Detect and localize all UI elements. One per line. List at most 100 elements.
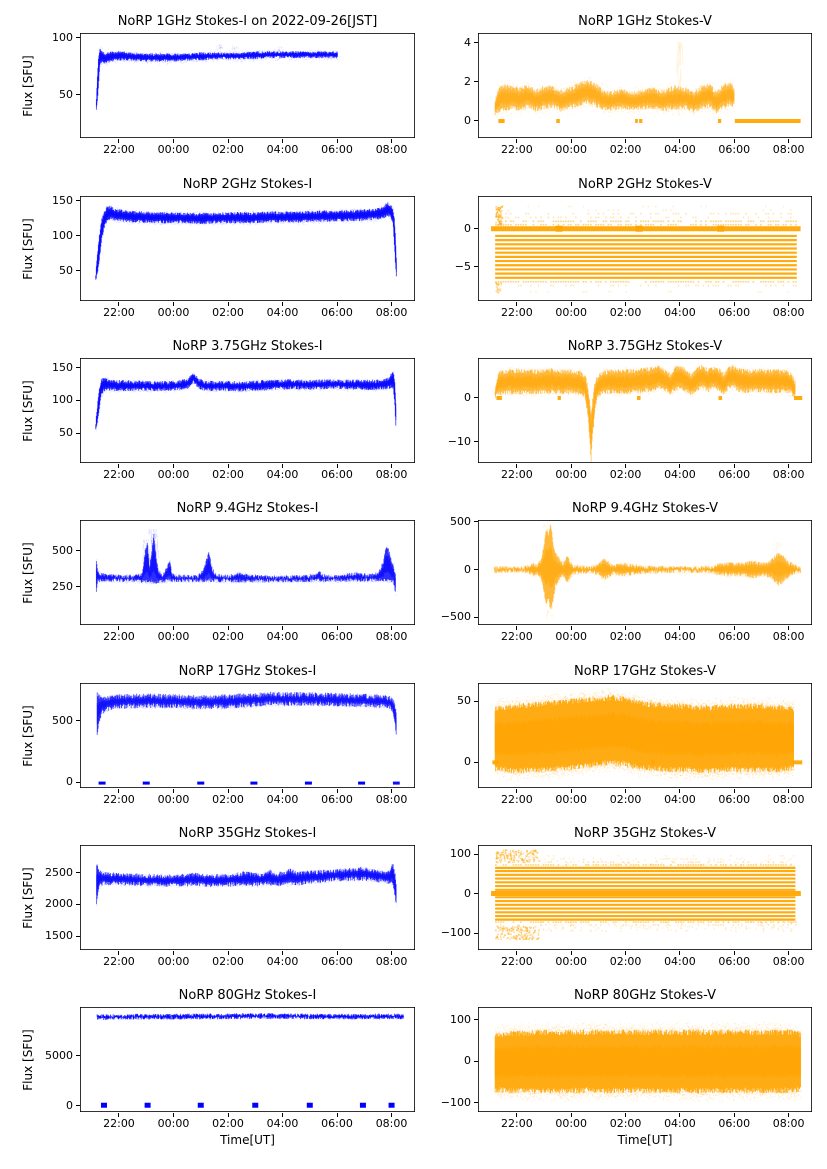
x-tick-mark xyxy=(391,626,393,630)
x-tick-label: 22:00 xyxy=(103,793,135,806)
y-tick-mark xyxy=(76,872,80,874)
x-tick-mark xyxy=(625,626,627,630)
x-tick-label: 00:00 xyxy=(555,630,588,643)
x-tick-label: 04:00 xyxy=(266,1117,299,1130)
y-tick-mark xyxy=(474,700,478,702)
x-tick-mark xyxy=(733,1113,735,1117)
x-tick-mark xyxy=(282,1113,284,1117)
y-tick-mark xyxy=(76,270,80,272)
x-tick-mark xyxy=(788,1113,790,1117)
y-tick-mark xyxy=(76,1055,80,1057)
norp-80ghz-stokes-i-title: NoRP 80GHz Stokes-I xyxy=(178,988,317,1003)
x-tick-mark xyxy=(172,139,174,143)
y-tick-mark xyxy=(474,932,478,934)
y-tick-label: 2 xyxy=(464,74,471,88)
x-tick-label: 08:00 xyxy=(772,306,805,319)
y-tick-label: 0 xyxy=(66,775,73,789)
x-tick-label: 08:00 xyxy=(772,955,805,968)
norp-17ghz-stokes-v-plot-area xyxy=(478,683,812,788)
x-tick-mark xyxy=(118,951,120,955)
y-tick-mark xyxy=(474,616,478,618)
x-tick-label: 08:00 xyxy=(375,468,408,481)
x-tick-label: 02:00 xyxy=(609,468,642,481)
x-tick-label: 08:00 xyxy=(772,793,805,806)
y-tick-label: 150 xyxy=(52,360,73,374)
x-tick-label: 22:00 xyxy=(501,793,533,806)
norp-35ghz-stokes-v-title: NoRP 35GHz Stokes-V xyxy=(574,826,716,841)
x-tick-label: 02:00 xyxy=(609,143,642,156)
norp-1ghz-stokes-i-title: NoRP 1GHz Stokes-I on 2022-09-26[JST] xyxy=(117,14,378,29)
x-tick-label: 04:00 xyxy=(266,468,299,481)
x-tick-label: 00:00 xyxy=(555,143,588,156)
x-tick-label: 02:00 xyxy=(212,143,244,156)
x-tick-mark xyxy=(733,302,735,306)
x-tick-mark xyxy=(118,464,120,468)
x-tick-mark xyxy=(227,789,229,793)
y-tick-label: 100 xyxy=(450,847,471,861)
norp-80ghz-stokes-i-plot-area xyxy=(80,1007,415,1112)
x-tick-mark xyxy=(625,1113,627,1117)
x-axis-label: Time[UT] xyxy=(220,1133,275,1147)
x-tick-label: 22:00 xyxy=(501,630,533,643)
x-tick-mark xyxy=(391,1113,393,1117)
norp-80ghz-stokes-v-plot-area xyxy=(478,1007,812,1112)
y-tick-label: 50 xyxy=(59,426,73,439)
x-tick-label: 00:00 xyxy=(157,630,190,643)
x-tick-mark xyxy=(282,789,284,793)
norp-35ghz-stokes-i-title: NoRP 35GHz Stokes-I xyxy=(178,826,317,841)
y-tick-mark xyxy=(76,781,80,783)
x-tick-mark xyxy=(172,1113,174,1117)
y-tick-label: 250 xyxy=(52,579,73,593)
x-tick-label: 00:00 xyxy=(157,793,190,806)
x-tick-label: 06:00 xyxy=(718,630,751,643)
x-tick-label: 02:00 xyxy=(212,306,244,319)
x-tick-mark xyxy=(172,626,174,630)
norp-2ghz-stokes-i-title: NoRP 2GHz Stokes-I xyxy=(182,177,313,192)
y-tick-mark xyxy=(76,37,80,39)
x-tick-mark xyxy=(733,464,735,468)
x-tick-mark xyxy=(336,464,338,468)
x-tick-label: 00:00 xyxy=(157,306,190,319)
x-tick-label: 00:00 xyxy=(157,468,190,481)
x-tick-label: 22:00 xyxy=(103,630,135,643)
x-tick-mark xyxy=(570,789,572,793)
norp-35ghz-stokes-i-plot-area xyxy=(80,845,415,950)
x-tick-mark xyxy=(118,626,120,630)
x-tick-label: 08:00 xyxy=(772,468,805,481)
x-tick-label: 08:00 xyxy=(375,955,408,968)
x-tick-mark xyxy=(625,951,627,955)
x-tick-mark xyxy=(679,302,681,306)
x-tick-mark xyxy=(172,951,174,955)
x-tick-mark xyxy=(391,789,393,793)
x-tick-mark xyxy=(336,626,338,630)
y-tick-mark xyxy=(474,1019,478,1021)
x-tick-mark xyxy=(336,302,338,306)
y-tick-label: 0 xyxy=(464,390,471,404)
x-tick-mark xyxy=(336,139,338,143)
x-tick-label: 02:00 xyxy=(609,306,642,319)
x-tick-mark xyxy=(570,1113,572,1117)
x-tick-mark xyxy=(625,139,627,143)
x-tick-mark xyxy=(282,139,284,143)
y-tick-label: 2000 xyxy=(45,897,73,911)
x-tick-mark xyxy=(570,139,572,143)
x-tick-mark xyxy=(391,464,393,468)
x-tick-label: 02:00 xyxy=(212,955,244,968)
x-tick-label: 04:00 xyxy=(266,143,299,156)
norp-2ghz-stokes-i-plot-area xyxy=(80,196,415,301)
x-tick-label: 00:00 xyxy=(555,793,588,806)
x-tick-label: 04:00 xyxy=(266,955,299,968)
x-tick-mark xyxy=(679,951,681,955)
y-tick-mark xyxy=(474,569,478,570)
x-axis-label: Time[UT] xyxy=(617,1133,673,1147)
x-tick-label: 08:00 xyxy=(375,630,408,643)
y-axis-label: Flux [SFU] xyxy=(21,1028,35,1091)
x-tick-label: 04:00 xyxy=(664,793,696,806)
y-tick-mark xyxy=(474,81,478,83)
y-tick-label: 0 xyxy=(464,1054,471,1068)
x-tick-mark xyxy=(516,1113,518,1117)
y-tick-mark xyxy=(76,720,80,722)
y-axis-label: Flux [SFU] xyxy=(21,379,35,442)
y-tick-mark xyxy=(76,367,80,369)
y-tick-label: −100 xyxy=(440,926,471,940)
